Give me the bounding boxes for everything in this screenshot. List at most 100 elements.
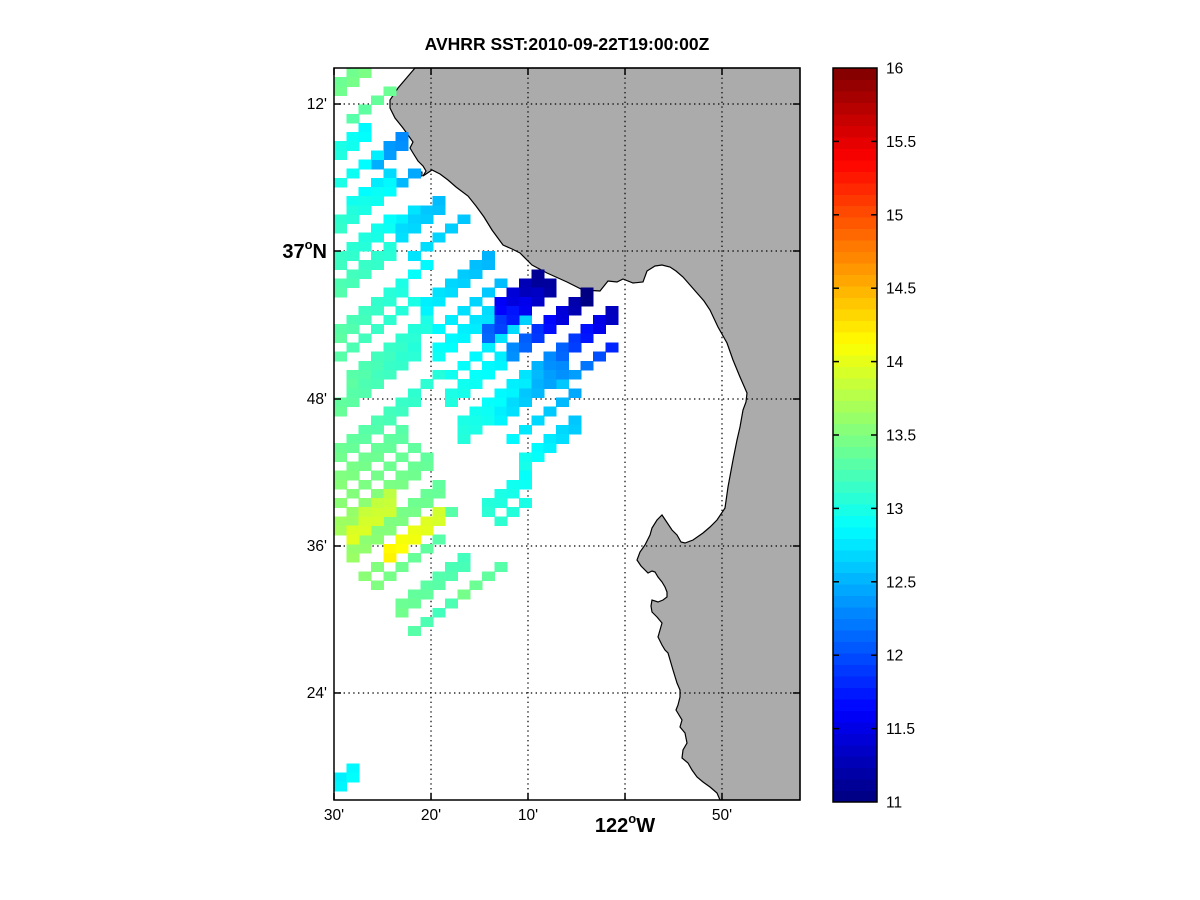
sst-cell (518, 315, 532, 325)
sst-cell (395, 607, 409, 618)
colorbar-band (833, 217, 877, 230)
sst-cell (407, 443, 422, 453)
colorbar-band (833, 756, 877, 769)
sst-cell (346, 196, 360, 206)
sst-cell (370, 470, 385, 481)
sst-cell (481, 406, 495, 417)
sst-cell (457, 589, 471, 600)
sst-cell (334, 525, 348, 536)
sst-cell (494, 324, 508, 334)
sst-cell (494, 562, 508, 572)
sst-cell (383, 241, 397, 252)
sst-cell (518, 452, 532, 463)
sst-cell (383, 525, 397, 536)
sst-cell (358, 388, 372, 398)
sst-cell (358, 269, 372, 280)
sst-cell (346, 68, 360, 78)
sst-cell (444, 388, 458, 398)
sst-cell (358, 424, 372, 435)
sst-cell (469, 351, 483, 362)
sst-cell (383, 543, 397, 554)
sst-cell (457, 360, 471, 371)
colorbar-tick-label: 11.5 (886, 721, 915, 738)
sst-cell (358, 104, 372, 115)
colorbar-band (833, 492, 877, 505)
sst-cell (420, 452, 434, 463)
x-axis-degree-label: 122oW (595, 811, 655, 837)
sst-cell (407, 470, 422, 481)
sst-cell (420, 315, 434, 325)
sst-cell (457, 415, 471, 426)
sst-cell (469, 379, 483, 389)
sst-cell (395, 351, 409, 362)
colorbar-band (833, 205, 877, 218)
sst-cell (407, 507, 422, 517)
colorbar-band (833, 389, 877, 402)
sst-cell (543, 406, 557, 417)
sst-cell (370, 324, 385, 334)
colorbar-band (833, 675, 877, 688)
sst-cell (370, 177, 385, 188)
sst-cell (457, 324, 471, 334)
colorbar-band (833, 744, 877, 757)
colorbar-band (833, 629, 877, 643)
sst-cell (395, 516, 409, 527)
sst-cell (346, 763, 360, 774)
colorbar-band (833, 68, 877, 81)
sst-cell (605, 315, 619, 325)
sst-cell (383, 168, 397, 179)
sst-cell (370, 498, 385, 508)
x-tick-label: 10' (518, 807, 538, 824)
sst-cell (506, 388, 520, 398)
colorbar-band (833, 435, 877, 448)
colorbar-band (833, 171, 877, 184)
sst-cell (543, 360, 557, 371)
sst-cell (370, 150, 385, 161)
sst-cell (370, 186, 385, 197)
sst-cell (531, 415, 545, 426)
sst-cell (383, 287, 397, 298)
colorbar-band (833, 251, 877, 264)
sst-cell (568, 415, 582, 426)
sst-cell (395, 534, 409, 545)
colorbar-band (833, 607, 877, 620)
sst-cell (407, 296, 422, 307)
sst-cell (334, 498, 348, 508)
sst-cell (444, 369, 458, 380)
sst-cell (432, 196, 446, 206)
y-tick-label: 24' (307, 685, 327, 702)
sst-cell (407, 324, 422, 334)
sst-cell (346, 241, 360, 252)
sst-cell (457, 424, 471, 435)
sst-cell (420, 260, 434, 270)
sst-cell (432, 516, 446, 527)
sst-cell (358, 507, 372, 517)
sst-cell (506, 324, 520, 334)
colorbar: 16 15.5 15 14.5 14 13.5 13 12.5 12 11.5 11 (832, 61, 916, 812)
sst-cell (444, 397, 458, 408)
sst-cell (444, 571, 458, 581)
colorbar-band (833, 584, 877, 597)
sst-cell (407, 598, 422, 609)
sst-cell (395, 287, 409, 298)
sst-cell (543, 324, 557, 334)
sst-cell (555, 397, 569, 408)
sst-cell (358, 369, 372, 380)
sst-cell (457, 562, 471, 572)
x-axis-labels: 30' 20' 10' 122oW 50' (324, 807, 732, 837)
sst-cell (407, 342, 422, 353)
sst-cell (370, 223, 385, 234)
sst-cell (346, 507, 360, 517)
sst-cell (420, 589, 434, 600)
sst-cell (407, 525, 422, 536)
sst-cell (383, 141, 397, 151)
sst-cell (346, 77, 360, 87)
colorbar-band (833, 343, 877, 356)
colorbar-band (833, 710, 877, 723)
sst-cell (494, 315, 508, 325)
sst-cell (334, 324, 348, 334)
sst-cell (531, 452, 545, 463)
sst-cell (383, 360, 397, 371)
sst-cell (518, 424, 532, 435)
sst-cell (407, 351, 422, 362)
